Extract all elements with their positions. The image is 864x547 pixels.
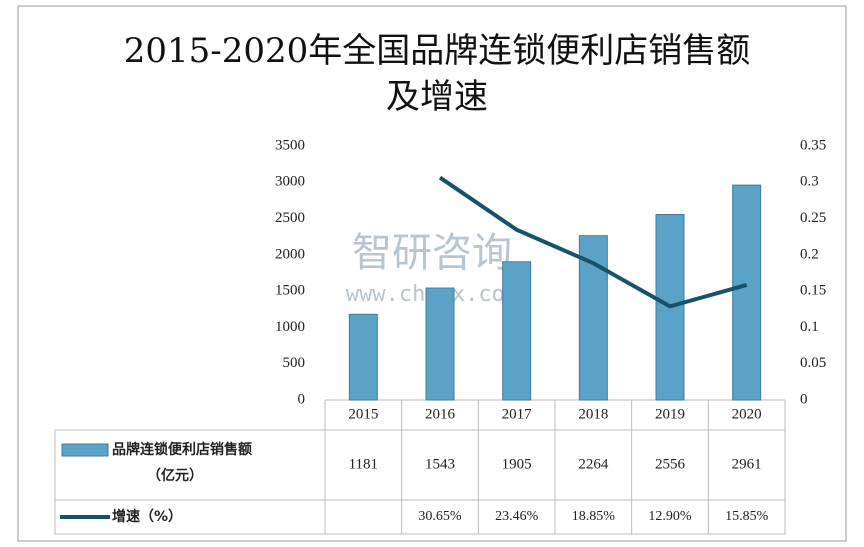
table-value: 15.85%	[725, 509, 769, 524]
frame	[17, 5, 847, 542]
y-tick-label: 1500	[275, 283, 305, 299]
x-tick-label: 2020	[732, 406, 762, 422]
bar	[348, 313, 378, 401]
table-value: 1181	[349, 456, 378, 472]
watermark: 智研咨询	[352, 230, 512, 276]
bar	[732, 184, 762, 401]
y-tick-label: 3000	[275, 174, 305, 190]
legend-swatch	[61, 443, 109, 457]
y2-tick-label: 0.1	[800, 319, 819, 335]
table-value: 12.90%	[648, 509, 692, 524]
y2-tick-label: 0.05	[800, 355, 826, 371]
y2-tick-label: 0.35	[800, 137, 826, 153]
table-value: 18.85%	[572, 509, 616, 524]
y-tick-label: 500	[283, 355, 306, 371]
table-value: 30.65%	[418, 509, 462, 524]
y-tick-label: 0	[298, 391, 306, 407]
table-value: 2556	[655, 456, 686, 472]
y2-tick-label: 0	[800, 391, 808, 407]
x-tick-label: 2016	[425, 406, 456, 422]
y2-tick-label: 0.3	[800, 174, 819, 190]
x-tick-label: 2015	[348, 406, 378, 422]
bar	[502, 261, 532, 401]
y-tick-label: 2000	[275, 246, 305, 262]
table-value: 2961	[732, 456, 762, 472]
x-tick-label: 2018	[578, 406, 608, 422]
y2-tick-label: 0.15	[800, 283, 826, 299]
line	[438, 175, 748, 309]
table-value: 1543	[425, 456, 455, 472]
chart-title: 2015-2020年全国品牌连锁便利店销售额及增速	[123, 31, 751, 117]
table-value: 23.46%	[495, 509, 539, 524]
y2-tick-label: 0.25	[800, 210, 826, 226]
bar	[425, 287, 455, 401]
x-tick-label: 2017	[502, 406, 533, 422]
y-tick-label: 2500	[275, 210, 305, 226]
y-tick-label: 1000	[275, 319, 305, 335]
legend-label: 品牌连锁便利店销售额（亿元）	[112, 441, 252, 484]
table-value: 2264	[578, 456, 609, 472]
y-tick-label: 3500	[275, 137, 305, 153]
legend-label: 增速（%）	[112, 508, 182, 525]
x-tick-label: 2019	[655, 406, 685, 422]
y2-tick-label: 0.2	[800, 246, 819, 262]
table-value: 1905	[502, 456, 532, 472]
